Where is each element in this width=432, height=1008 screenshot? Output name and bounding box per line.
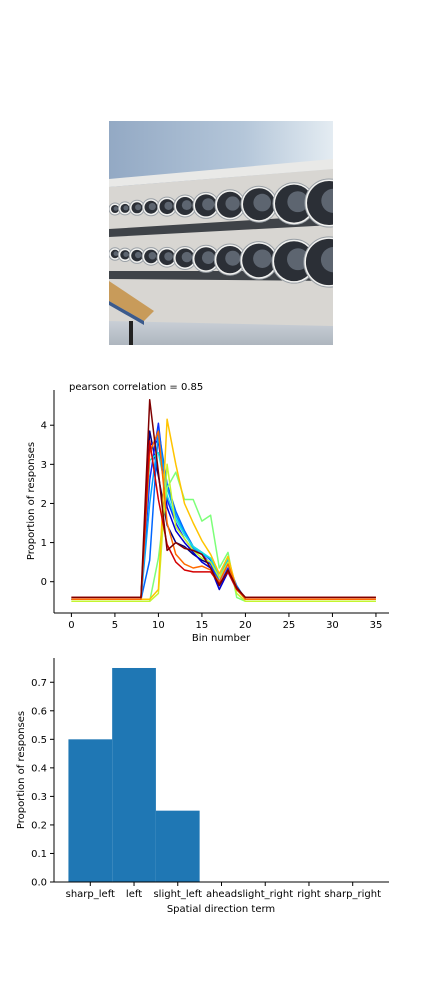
x-tick-label: 35 xyxy=(370,620,383,631)
x-tick-label: left xyxy=(126,889,142,900)
x-tick-label: 10 xyxy=(152,620,165,631)
plot-area xyxy=(71,399,376,603)
y-tick-label: 0.4 xyxy=(31,763,47,774)
x-tick-label: 30 xyxy=(326,620,339,631)
y-tick-label: 4 xyxy=(41,421,47,432)
y-axis-label: Proportion of responses xyxy=(26,442,37,560)
x-tick-label: sharp_right xyxy=(324,889,381,900)
y-tick-label: 0.7 xyxy=(31,678,47,689)
bar-slight_left xyxy=(155,810,200,882)
y-tick-label: 0.1 xyxy=(31,849,47,860)
x-tick-label: ahead xyxy=(206,889,237,900)
x-axis-label: Spatial direction term xyxy=(167,904,275,915)
y-tick-label: 0.2 xyxy=(31,820,47,831)
x-tick-label: right xyxy=(297,889,321,900)
y-tick-label: 3 xyxy=(41,460,47,471)
y-tick-label: 0.0 xyxy=(31,878,47,889)
x-tick-label: slight_right xyxy=(237,889,293,900)
y-tick-label: 0.5 xyxy=(31,735,47,746)
y-tick-label: 2 xyxy=(41,499,47,510)
x-tick-label: 20 xyxy=(239,620,252,631)
series-line-9 xyxy=(71,430,376,601)
bar-sharp_left xyxy=(68,739,113,882)
y-axis-label: Proportion of responses xyxy=(16,711,27,829)
line-chart: pearson correlation = 0.85 0 5 10 15 20 25 30 3… xyxy=(26,382,389,644)
x-tick-label: 5 xyxy=(112,620,118,631)
series-line-7 xyxy=(71,463,376,603)
y-tick-label: 1 xyxy=(41,538,47,549)
y-tick-label: 0.6 xyxy=(31,706,47,717)
bar-chart: sharp_left left slight_left ahead slight_rig… xyxy=(16,658,389,915)
series-line-4 xyxy=(71,436,376,601)
x-tick-label: 15 xyxy=(196,620,209,631)
y-tick-label: 0 xyxy=(41,577,47,588)
y-tick-label: 0.3 xyxy=(31,792,47,803)
x-tick-label: sharp_left xyxy=(66,889,115,900)
series-line-11 xyxy=(71,399,376,599)
bar-left xyxy=(112,667,156,882)
x-axis-label: Bin number xyxy=(192,633,251,644)
x-tick-label: slight_left xyxy=(153,889,202,900)
x-tick-label: 0 xyxy=(68,620,74,631)
laundromat-photo xyxy=(109,121,333,345)
x-tick-label: 25 xyxy=(283,620,296,631)
chart-title: pearson correlation = 0.85 xyxy=(69,382,203,393)
